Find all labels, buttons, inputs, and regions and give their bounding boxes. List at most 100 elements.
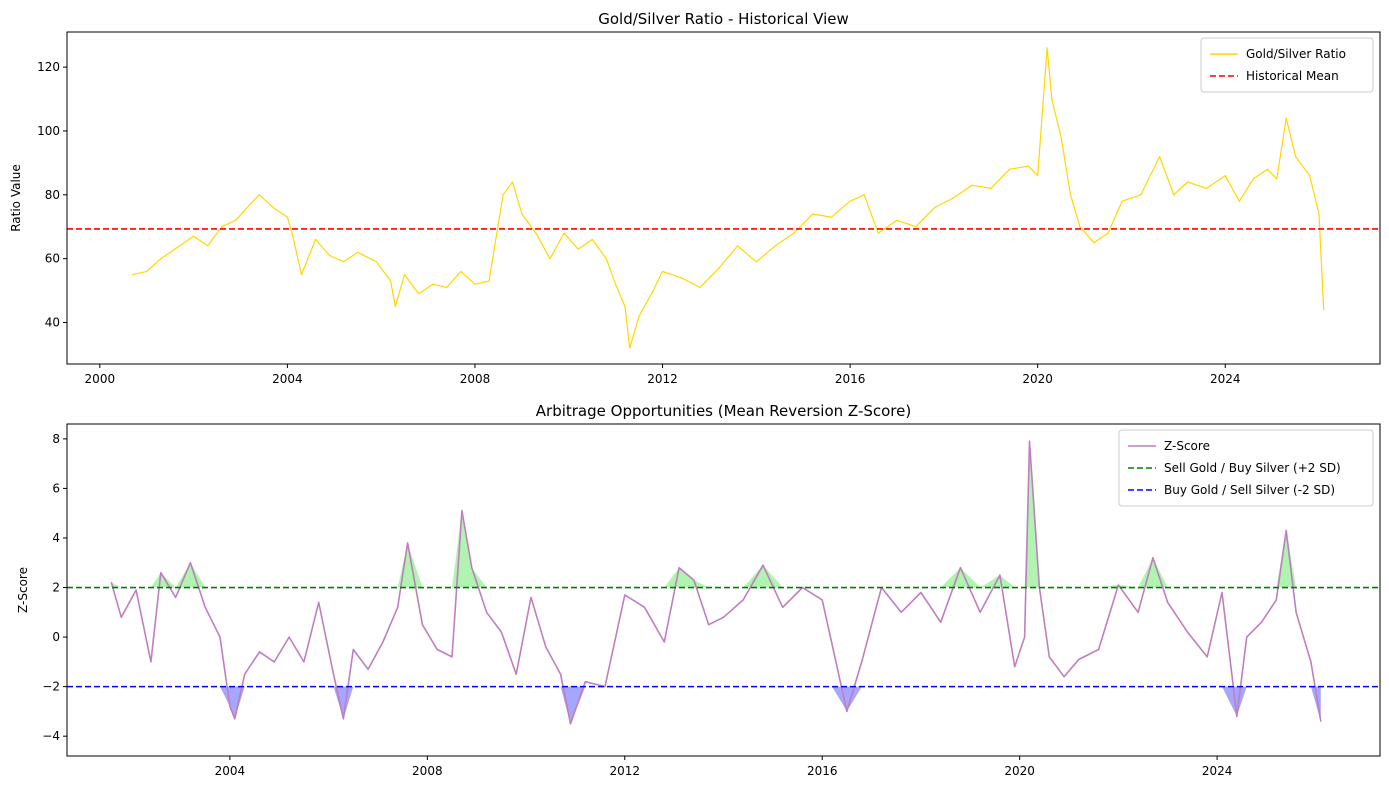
data-point <box>300 274 303 276</box>
data-point <box>979 611 981 613</box>
data-point <box>150 661 152 663</box>
data-point <box>1093 242 1095 244</box>
data-point <box>146 270 148 273</box>
data-point <box>1051 98 1053 100</box>
data-point <box>915 226 917 228</box>
zscore-y-axis-label: Z-Score <box>16 567 30 613</box>
data-point <box>329 254 331 257</box>
data-point <box>485 611 488 613</box>
data-point <box>367 668 369 670</box>
x-tick-label: 2024 <box>1210 372 1241 386</box>
data-point <box>1014 666 1016 668</box>
legend-box <box>1200 37 1374 93</box>
data-point <box>1117 584 1119 586</box>
data-point <box>286 216 288 218</box>
data-point <box>244 673 246 675</box>
data-point <box>877 232 879 234</box>
data-point <box>342 718 345 720</box>
data-point <box>663 641 665 643</box>
legend-label: Sell Gold / Buy Silver (+2 SD) <box>1164 461 1341 475</box>
data-point <box>793 232 795 234</box>
data-point <box>1046 47 1048 49</box>
y-tick-label: 80 <box>45 188 60 202</box>
data-point <box>584 681 586 683</box>
data-point <box>357 251 359 253</box>
data-point <box>1048 656 1050 658</box>
zscore-plot-frame <box>66 423 1381 757</box>
data-point <box>249 203 251 205</box>
data-point <box>343 261 345 263</box>
zscore-fill-above <box>111 441 1297 588</box>
data-point <box>1140 194 1142 196</box>
data-point <box>1285 117 1287 119</box>
data-point <box>952 197 954 199</box>
data-point <box>511 181 514 183</box>
data-point <box>135 589 137 591</box>
data-point <box>389 280 392 282</box>
zscore-chart-title: Arbitrage Opportunities (Mean Reversion … <box>536 402 911 420</box>
x-tick-label: 2004 <box>215 764 246 778</box>
y-tick-label: 8 <box>52 432 60 446</box>
data-point <box>1027 165 1029 167</box>
data-point <box>406 542 409 544</box>
data-point <box>1186 631 1189 633</box>
zscore-chart: Arbitrage Opportunities (Mean Reversion … <box>16 402 1381 778</box>
data-point <box>708 624 710 626</box>
data-point <box>1320 720 1322 722</box>
data-point <box>1275 599 1277 601</box>
y-tick-label: 6 <box>52 481 60 495</box>
y-tick-label: 40 <box>45 316 60 330</box>
data-point <box>811 213 814 215</box>
x-tick-label: 2004 <box>272 372 303 386</box>
data-point <box>971 184 973 186</box>
data-point <box>624 594 626 596</box>
data-point <box>1260 621 1263 623</box>
data-point <box>549 258 551 260</box>
data-point <box>545 646 547 648</box>
data-point <box>643 606 646 608</box>
data-point <box>591 238 593 241</box>
y-tick-label: 2 <box>52 581 60 595</box>
x-tick-label: 2016 <box>807 764 838 778</box>
data-point <box>1121 200 1123 202</box>
data-point <box>782 606 784 608</box>
data-point <box>352 648 354 651</box>
data-point <box>332 673 335 675</box>
data-point <box>515 673 517 675</box>
data-point <box>474 283 476 285</box>
data-point <box>273 661 275 663</box>
data-point <box>314 238 317 241</box>
data-point <box>959 567 962 569</box>
data-point <box>742 599 744 601</box>
data-point <box>1266 168 1269 170</box>
y-tick-label: 4 <box>52 531 60 545</box>
data-point <box>1276 178 1278 180</box>
data-point <box>272 206 274 209</box>
data-point <box>1037 175 1039 177</box>
data-point <box>736 245 739 247</box>
ratio-chart-title: Gold/Silver Ratio - Historical View <box>598 10 849 28</box>
data-point <box>920 591 922 594</box>
data-point <box>831 643 833 646</box>
data-point <box>235 219 237 221</box>
data-point <box>204 606 206 608</box>
data-point <box>1173 194 1175 196</box>
x-tick-label: 2008 <box>412 764 443 778</box>
y-tick-label: 60 <box>45 252 60 266</box>
legend-label: Historical Mean <box>1246 69 1339 83</box>
legend-box <box>1118 429 1374 507</box>
data-point <box>693 579 695 581</box>
data-point <box>418 293 420 295</box>
data-point <box>661 270 664 273</box>
data-point <box>1152 557 1154 559</box>
data-point <box>1221 591 1223 594</box>
y-tick-label: 0 <box>52 630 60 644</box>
legend-label: Buy Gold / Sell Silver (-2 SD) <box>1164 483 1335 497</box>
data-point <box>560 673 562 675</box>
data-point <box>755 261 757 263</box>
data-point <box>500 631 502 633</box>
data-point <box>1078 658 1080 660</box>
data-point <box>110 581 113 584</box>
data-point <box>1107 232 1109 234</box>
